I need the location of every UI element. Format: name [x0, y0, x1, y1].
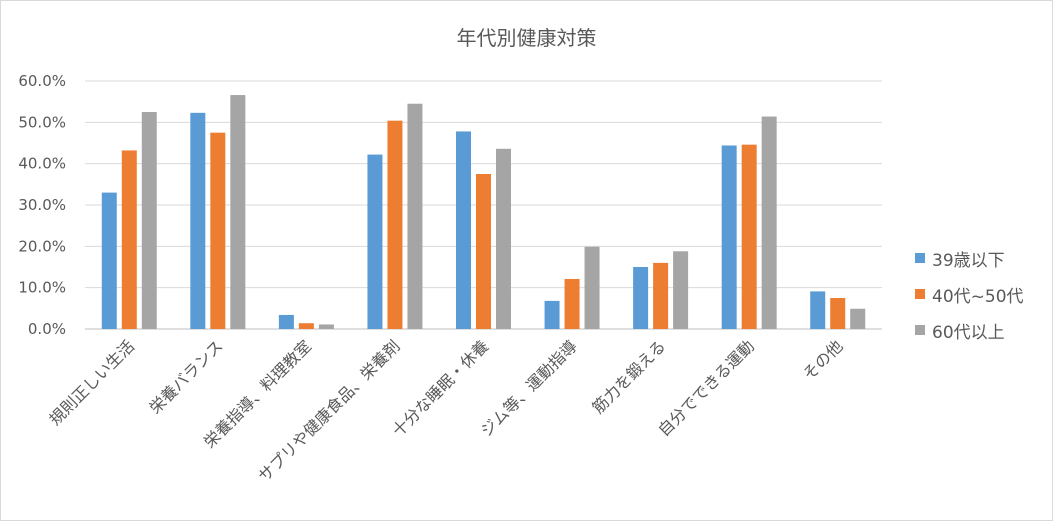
y-tick-label: 50.0% — [18, 113, 66, 131]
x-tick-label: その他 — [799, 336, 846, 383]
x-tick-label: 規則正しい生活 — [45, 336, 138, 429]
legend-label-1: 39歳以下 — [932, 250, 1005, 271]
bar — [476, 174, 491, 329]
y-tick-label: 20.0% — [18, 237, 66, 255]
bar — [673, 251, 689, 329]
y-tick-label: 40.0% — [18, 155, 66, 173]
legend: 39歳以下 40代~50代 60代以上 — [915, 240, 1024, 348]
bar — [456, 131, 471, 329]
y-tick-label: 0.0% — [28, 320, 66, 338]
bar — [141, 112, 157, 329]
y-tick-label: 10.0% — [18, 279, 66, 297]
legend-label-2: 40代~50代 — [932, 286, 1024, 307]
legend-item: 39歳以下 — [915, 240, 1024, 276]
legend-swatch-1 — [915, 253, 925, 263]
bar — [584, 246, 600, 329]
x-tick-label: ジム等、運動指導 — [477, 336, 581, 440]
x-tick-label: 自分でできる運動 — [654, 336, 758, 440]
legend-swatch-3 — [915, 325, 925, 335]
bar — [190, 112, 206, 330]
legend-item: 40代~50代 — [915, 276, 1024, 312]
bar — [850, 308, 866, 329]
legend-swatch-2 — [915, 289, 925, 299]
bar — [210, 132, 226, 329]
bar — [387, 120, 403, 330]
x-tick-label: 筋力を鍛える — [588, 336, 669, 417]
bar — [101, 192, 117, 329]
legend-item: 60代以上 — [915, 312, 1024, 348]
y-tick-label: 60.0% — [18, 72, 66, 90]
bar — [633, 267, 649, 329]
bar — [721, 145, 737, 329]
bar — [810, 291, 826, 329]
y-tick-label: 30.0% — [18, 196, 66, 214]
bar — [121, 150, 137, 329]
chart-title: 年代別健康対策 — [456, 26, 597, 50]
bar — [367, 154, 383, 329]
x-tick-label: 栄養バランス — [146, 336, 227, 417]
bar — [761, 116, 777, 330]
bar — [544, 300, 560, 329]
legend-label-3: 60代以上 — [932, 322, 1005, 343]
bar — [278, 314, 294, 329]
bar — [830, 298, 846, 329]
bar — [407, 103, 423, 329]
bar — [653, 262, 669, 329]
bar — [318, 324, 334, 329]
x-tick-label: サプリや健康食品、栄養剤 — [255, 336, 404, 485]
bar — [298, 323, 314, 329]
bar — [230, 95, 246, 329]
bar — [564, 278, 580, 329]
x-tick-label: 十分な睡眠・休養 — [388, 336, 492, 440]
bar — [741, 144, 757, 329]
bar — [496, 148, 511, 329]
